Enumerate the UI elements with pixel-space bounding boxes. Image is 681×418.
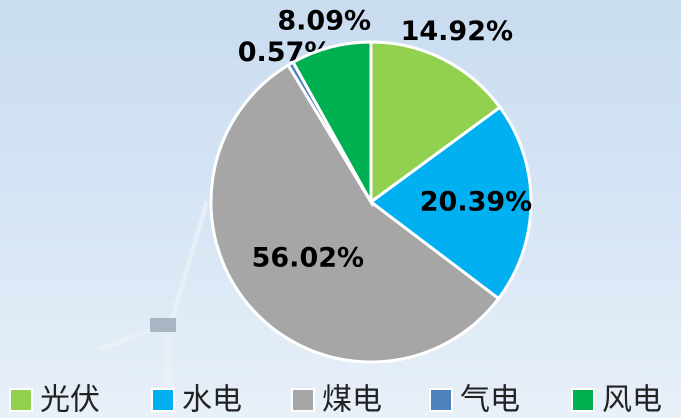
legend-swatch	[291, 388, 315, 412]
pie-slice	[291, 40, 373, 208]
data-label: 20.39%	[420, 186, 532, 217]
data-label: 56.02%	[252, 242, 364, 273]
legend-swatch	[571, 388, 595, 412]
pie-slice	[369, 40, 503, 205]
pie-slice	[209, 63, 501, 364]
legend-swatch	[429, 388, 453, 412]
pie: 14.92%20.39%56.02%0.57%8.09%	[209, 5, 533, 364]
legend-label: 水电	[182, 383, 242, 418]
legend: 光伏 水电 煤电 气电 风电	[9, 383, 662, 418]
pie-slice	[368, 105, 533, 301]
legend-label: 风电	[602, 383, 662, 418]
legend-swatch	[151, 388, 175, 412]
legend-swatch	[9, 388, 33, 412]
legend-label: 光伏	[40, 383, 100, 418]
data-label: 14.92%	[401, 16, 513, 47]
data-label: 8.09%	[277, 5, 371, 36]
legend-label: 气电	[460, 383, 520, 418]
legend-label: 煤电	[322, 383, 382, 418]
